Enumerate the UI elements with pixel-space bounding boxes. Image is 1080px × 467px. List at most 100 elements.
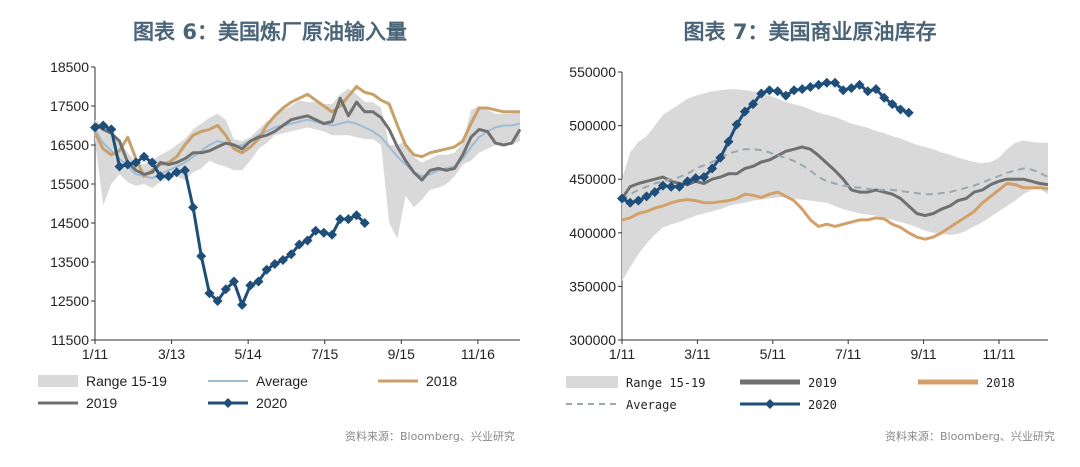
data-point-2020 bbox=[98, 120, 109, 131]
series-band-range-15-19 bbox=[95, 88, 520, 239]
data-point-2020 bbox=[318, 227, 329, 238]
data-point-2020 bbox=[286, 249, 297, 260]
legend-swatch-band bbox=[566, 376, 618, 388]
data-point-2020 bbox=[682, 176, 693, 187]
data-point-2020 bbox=[780, 90, 791, 101]
legend-label: Range 15-19 bbox=[86, 373, 167, 389]
legend-label: Average bbox=[256, 373, 308, 389]
legend-label: 2019 bbox=[808, 376, 837, 390]
data-point-2020 bbox=[870, 84, 881, 95]
data-point-2020 bbox=[245, 280, 256, 291]
data-point-2020 bbox=[188, 202, 199, 213]
data-point-2020 bbox=[130, 157, 141, 168]
refinery-input-chart: 11500 12500 13500 14500 15500 16500 17500 18500… bbox=[38, 59, 522, 411]
y-tick-label: 18500 bbox=[50, 59, 89, 75]
data-point-2020 bbox=[723, 136, 734, 147]
x-tick-label: 3/11 bbox=[684, 346, 710, 362]
legend-swatch-marker bbox=[765, 399, 775, 409]
right-panel: 图表 7：美国商业原油库存 300000 350000 400000 450000 50… bbox=[540, 0, 1080, 467]
x-tick-label: 11/11 bbox=[983, 346, 1016, 362]
series-line-2020 bbox=[94, 124, 366, 307]
y-tick-label: 17500 bbox=[50, 98, 89, 114]
data-point-2020 bbox=[343, 214, 354, 225]
x-tick-label: 3/13 bbox=[158, 346, 185, 362]
data-point-2020 bbox=[821, 77, 832, 88]
x-tick-label: 1/11 bbox=[609, 346, 635, 362]
data-point-2020 bbox=[846, 83, 857, 94]
data-point-2020 bbox=[114, 161, 125, 172]
y-tick-label: 12500 bbox=[50, 293, 89, 309]
data-point-2020 bbox=[106, 124, 117, 135]
legend-label: 2020 bbox=[256, 395, 287, 411]
data-point-2020 bbox=[220, 284, 231, 295]
left-panel: 图表 6：美国炼厂原油输入量 11500 12500 13500 14500 15500… bbox=[38, 20, 522, 443]
data-point-2020 bbox=[147, 157, 158, 168]
data-point-2020 bbox=[838, 85, 849, 96]
source-note: 资料来源：Bloomberg、兴业研究 bbox=[885, 430, 1055, 443]
series-line-2019 bbox=[620, 145, 1049, 218]
x-tick-label: 1/11 bbox=[82, 346, 108, 362]
data-point-2020 bbox=[690, 173, 701, 184]
y-tick-label: 14500 bbox=[50, 215, 89, 231]
data-point-2020 bbox=[327, 229, 338, 240]
y-tick-label: 450000 bbox=[569, 171, 616, 187]
data-point-2020 bbox=[674, 181, 685, 192]
data-point-2020 bbox=[310, 225, 321, 236]
data-point-2020 bbox=[294, 239, 305, 250]
data-point-2020 bbox=[261, 264, 272, 275]
x-tick-label: 5/14 bbox=[235, 346, 262, 362]
data-point-2020 bbox=[625, 197, 636, 208]
chart-title: 图表 6：美国炼厂原油输入量 bbox=[133, 20, 407, 44]
data-point-2020 bbox=[879, 92, 890, 103]
data-point-2020 bbox=[335, 214, 346, 225]
legend-label: 2018 bbox=[986, 376, 1015, 390]
data-point-2020 bbox=[887, 99, 898, 110]
x-tick-label: 5/11 bbox=[760, 346, 786, 362]
data-point-2020 bbox=[830, 77, 840, 88]
data-point-2020 bbox=[237, 299, 248, 310]
crude-inventory-chart: 300000 350000 400000 450000 500000 550000 1/11… bbox=[566, 64, 1049, 412]
data-point-2020 bbox=[90, 122, 100, 133]
legend-label: 2020 bbox=[808, 398, 837, 412]
data-point-2020 bbox=[805, 82, 816, 93]
data-point-2020 bbox=[657, 180, 668, 191]
chart-title: 图表 7：美国商业原油库存 bbox=[683, 20, 937, 44]
data-point-2020 bbox=[854, 79, 865, 90]
data-point-2020 bbox=[302, 235, 313, 246]
data-point-2020 bbox=[813, 79, 824, 90]
data-point-2020 bbox=[895, 104, 906, 115]
series-line-2018 bbox=[621, 182, 1049, 241]
x-tick-label: 7/15 bbox=[311, 346, 338, 362]
data-point-2020 bbox=[171, 167, 182, 178]
legend-label: Average bbox=[626, 398, 677, 412]
data-point-2020 bbox=[739, 106, 750, 117]
data-point-2020 bbox=[351, 210, 362, 221]
x-tick-label: 7/11 bbox=[835, 346, 861, 362]
data-point-2020 bbox=[715, 152, 726, 163]
data-point-2020 bbox=[269, 258, 280, 269]
data-point-2020 bbox=[179, 165, 190, 176]
y-tick-label: 13500 bbox=[50, 254, 89, 270]
data-point-2020 bbox=[139, 151, 150, 162]
x-tick-label: 9/15 bbox=[388, 346, 415, 362]
y-tick-label: 500000 bbox=[569, 118, 616, 134]
series-line-2019 bbox=[94, 96, 522, 182]
data-point-2020 bbox=[862, 86, 873, 97]
data-point-2020 bbox=[748, 99, 759, 110]
legend-label: Range 15-19 bbox=[626, 376, 705, 390]
y-tick-label: 550000 bbox=[569, 64, 616, 80]
data-point-2020 bbox=[277, 255, 288, 266]
data-point-2020 bbox=[617, 193, 627, 204]
series-line-average bbox=[94, 118, 521, 180]
legend-swatch-band bbox=[38, 375, 78, 387]
data-point-2020 bbox=[731, 119, 742, 130]
data-point-2020 bbox=[359, 218, 370, 228]
y-tick-label: 350000 bbox=[569, 278, 616, 294]
legend-label: 2019 bbox=[86, 395, 117, 411]
legend-label: 2018 bbox=[426, 373, 457, 389]
data-point-2020 bbox=[707, 163, 718, 174]
data-point-2020 bbox=[649, 187, 660, 198]
data-point-2020 bbox=[903, 107, 914, 118]
data-point-2020 bbox=[228, 276, 239, 287]
data-point-2020 bbox=[789, 85, 800, 96]
